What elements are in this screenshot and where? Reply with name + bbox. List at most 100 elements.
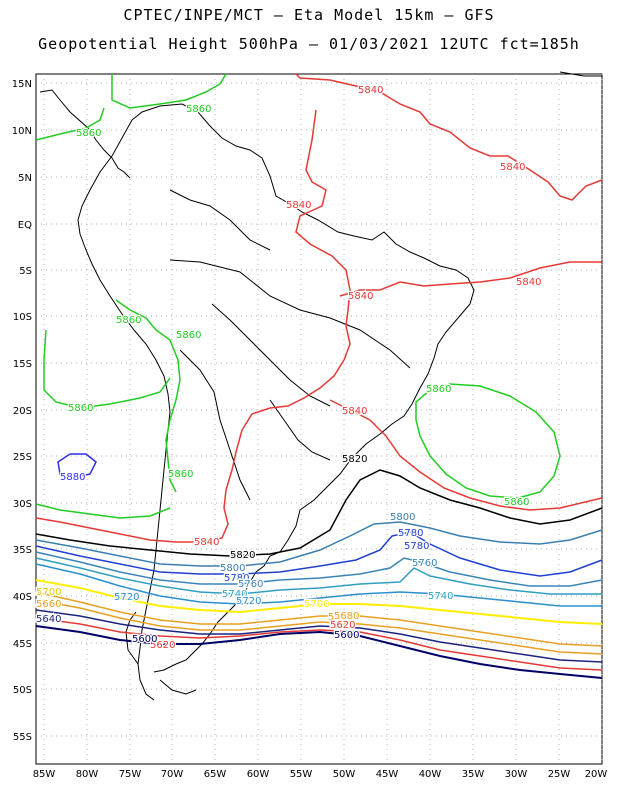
contour-5860-west [35,107,105,141]
lon-tick-label: 65W [204,769,227,780]
lat-tick-label: 15S [13,359,32,370]
contour-label-5860: 5860 [168,469,193,480]
contour-label-5860: 5860 [76,128,101,139]
chart-title: CPTEC/INPE/MCT – Eta Model 15km – GFS [123,6,495,24]
contour-label-5620: 5620 [330,620,355,631]
contour-label-5860: 5860 [116,315,141,326]
contour-label-5860: 5860 [186,104,211,115]
contour-label-5880: 5880 [60,472,85,483]
lat-tick-label: 15N [12,79,32,90]
contour-5780 [35,531,603,577]
lon-tick-label: 85W [33,769,56,780]
contour-label-5860: 5860 [68,403,93,414]
border-line [211,303,331,407]
contour-5740 [35,557,602,595]
contour-label-5840: 5840 [516,277,541,288]
northeast-coast [559,71,602,77]
contour-5840-main [35,109,351,543]
contour-5880-closed [57,453,97,479]
contour-label-5820: 5820 [342,454,367,465]
contour-label-5840: 5840 [286,200,311,211]
contour-5860-south [35,503,171,519]
lat-tick-label: 10N [12,126,32,137]
lon-tick-label: 50W [333,769,356,780]
contour-label-5800: 5800 [390,512,415,523]
central-america-coast [39,89,131,179]
contour-label-5820: 5820 [230,550,255,561]
contour-5860-pacific [43,329,171,409]
contour-label-5840: 5840 [194,537,219,548]
contour-label-5760: 5760 [238,579,263,590]
lat-tick-label: 20S [13,406,32,417]
contour-label-5600: 5600 [132,634,157,645]
lat-tick-label: 25S [13,452,32,463]
lon-tick-label: 55W [290,769,313,780]
contour-5680 [35,591,603,647]
lon-tick-label: 45W [376,769,399,780]
lon-tick-label: 75W [119,769,142,780]
contour-5860-anticyclone [415,383,561,499]
contour-label-5660: 5660 [36,599,61,610]
contour-label-5800: 5800 [220,563,245,574]
lon-tick-label: 80W [76,769,99,780]
border-line [169,259,411,369]
contour-label-5780: 5780 [224,573,249,584]
contour-label-5600: 5600 [334,630,359,641]
contour-5820 [35,469,603,557]
contour-label-5860: 5860 [504,497,529,508]
lat-tick-label: 5S [19,266,32,277]
contour-5800 [35,521,603,567]
longitude-ticks: 85W 80W 75W 70W 65W 60W 55W 50W 45W 40W 35W 30W 25W 2… [33,769,608,780]
contour-5700 [35,579,603,625]
border-line [269,399,331,461]
contour-label-5840: 5840 [342,406,367,417]
contour-label-5840: 5840 [358,85,383,96]
contour-label-5700: 5700 [36,587,61,598]
tierra-del-fuego [159,679,197,695]
border-line [169,189,271,251]
contour-label-5720: 5720 [114,592,139,603]
border-line [179,349,251,501]
contour-label-5860: 5860 [176,330,201,341]
lon-tick-label: 70W [161,769,184,780]
contour-labels: 5840 5840 5840 5840 5840 5840 5840 5860 5860 5860… [35,84,543,653]
contour-5840-south [329,399,603,511]
contour-label-5620: 5620 [150,640,175,651]
contour-label-5680: 5680 [334,611,359,622]
contour-5600 [35,625,603,679]
graticule [36,74,603,764]
contour-label-5740: 5740 [428,591,453,602]
map-frame [35,73,603,765]
lat-tick-label: 35S [13,545,32,556]
contour-label-5860: 5860 [426,384,451,395]
lon-tick-label: 20W [585,769,608,780]
contour-label-5740: 5740 [222,589,247,600]
contour-label-5680: 5680 [328,612,353,623]
contour-5720 [35,563,602,607]
lon-tick-label: 25W [548,769,571,780]
lat-tick-label: 45S [13,639,32,650]
contour-5840-north [295,73,603,201]
lat-tick-label: 5N [18,173,32,184]
latitude-ticks: 15N 10N 5N EQ 5S 10S 15S 20S 25S 30S 35S 40S 45S 50S 5… [12,79,32,743]
contour-5860-north [111,73,227,109]
lat-tick-label: 30S [13,499,32,510]
lat-tick-label: EQ [18,220,32,231]
contour-5840-east [339,261,602,297]
lat-tick-label: 55S [13,732,32,743]
contour-label-5720: 5720 [236,596,261,607]
contour-label-5780: 5780 [398,528,423,539]
lat-tick-label: 50S [13,685,32,696]
contour-label-5840: 5840 [348,291,373,302]
lat-tick-label: 10S [13,312,32,323]
contour-5860-andes [115,299,181,493]
chart-subtitle: Geopotential Height 500hPa – 01/03/2021 … [38,35,580,53]
contour-5640 [35,609,603,663]
lat-tick-label: 40S [13,592,32,603]
contour-5620 [35,617,603,671]
lon-tick-label: 30W [505,769,528,780]
contour-label-5840: 5840 [500,162,525,173]
contour-5660 [35,599,603,655]
lon-tick-label: 40W [419,769,442,780]
